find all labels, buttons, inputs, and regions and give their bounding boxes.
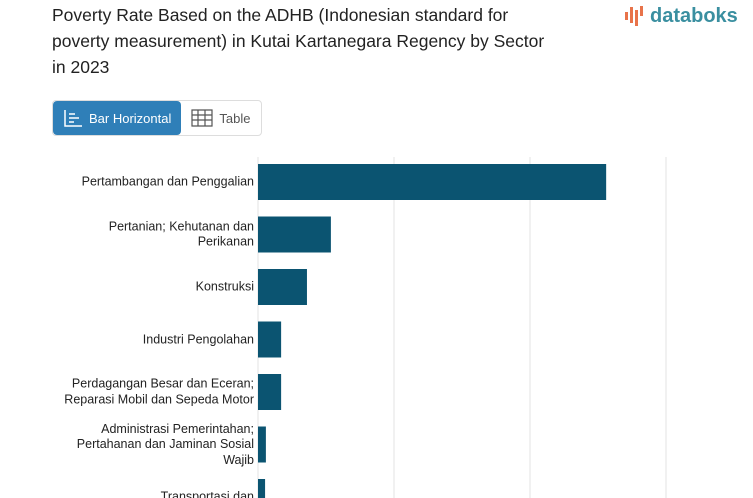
- logo: databoks: [624, 4, 738, 28]
- bar: [258, 321, 282, 358]
- tab-label: Bar Horizontal: [89, 110, 172, 126]
- tab-table[interactable]: Table: [181, 101, 260, 135]
- view-tabs: Bar Horizontal Table: [52, 100, 262, 136]
- bar: [258, 426, 266, 463]
- category-label: Administrasi Pemerintahan; Pertahanan da…: [76, 421, 254, 467]
- category-label: Pertanian; Kehutanan dan Perikanan: [108, 219, 254, 249]
- tab-bar[interactable]: Bar Horizontal: [53, 101, 182, 135]
- category-label: Industri Pengolahan: [142, 331, 254, 346]
- category-label: Transportasi dan: [160, 489, 254, 498]
- brand: databoks: [650, 4, 738, 27]
- category-label: Pertambangan dan Penggalian: [81, 174, 254, 189]
- bar: [258, 216, 331, 253]
- category-label: Perdagangan Besar dan Eceran; Reparasi M…: [64, 376, 254, 407]
- chart-title: Poverty Rate Based on the ADHB (Indonesi…: [52, 5, 545, 77]
- category-label: Konstruksi: [195, 279, 254, 294]
- bar: [258, 164, 607, 200]
- tab-label: Table: [219, 110, 251, 126]
- bar: [258, 269, 307, 305]
- tab-icon: [191, 109, 213, 127]
- bar: [258, 374, 282, 410]
- logo-icon: [625, 6, 643, 26]
- tab-icon: [64, 110, 82, 127]
- bar: [258, 479, 266, 498]
